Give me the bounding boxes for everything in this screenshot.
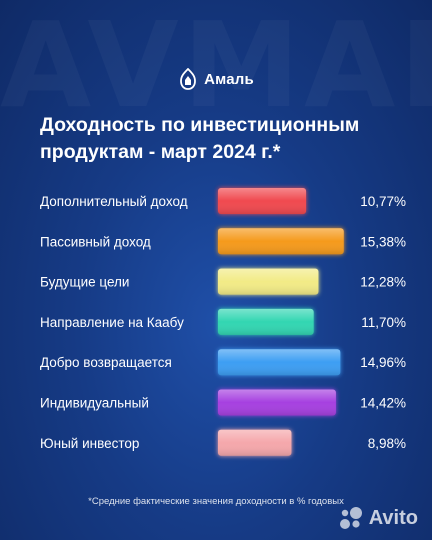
value-label: 10,77% — [360, 194, 406, 209]
category-label: Добро возвращается — [40, 355, 172, 370]
bar-highlight — [218, 389, 336, 416]
value-label: 14,96% — [360, 355, 406, 370]
avito-watermark: Avito — [337, 506, 418, 530]
value-label: 14,42% — [360, 396, 406, 411]
category-label: Индивидуальный — [40, 396, 149, 411]
brand-logo: Амаль — [0, 68, 432, 90]
value-label: 15,38% — [360, 234, 406, 249]
amal-logo-icon — [180, 68, 196, 90]
bar-highlight — [218, 349, 341, 376]
brand-name: Амаль — [204, 70, 254, 88]
bar-highlight — [218, 188, 307, 214]
value-label: 8,98% — [368, 436, 406, 451]
category-label: Будущие цели — [40, 275, 129, 290]
bar-highlight — [218, 268, 319, 295]
footnote: *Средние фактические значения доходности… — [88, 496, 344, 507]
category-label: Направление на Каабу — [40, 315, 184, 330]
chart-title: Доходность по инвестиционным продуктам -… — [40, 112, 410, 166]
value-label: 12,28% — [360, 275, 406, 290]
category-label: Пассивный доход — [40, 234, 151, 249]
bar-highlight — [218, 228, 344, 255]
bar-highlight — [218, 308, 314, 335]
category-label: Юный инвестор — [40, 436, 139, 451]
category-label: Дополнительный доход — [40, 194, 188, 209]
avito-logo-icon — [339, 507, 362, 529]
chart-title-line-1: Доходность по инвестиционным — [40, 114, 360, 136]
bar-highlight — [218, 429, 292, 456]
value-label: 11,70% — [361, 315, 406, 330]
avito-text: Avito — [368, 506, 418, 529]
chart-title-line-2: продуктам - март 2024 г.* — [40, 141, 281, 163]
